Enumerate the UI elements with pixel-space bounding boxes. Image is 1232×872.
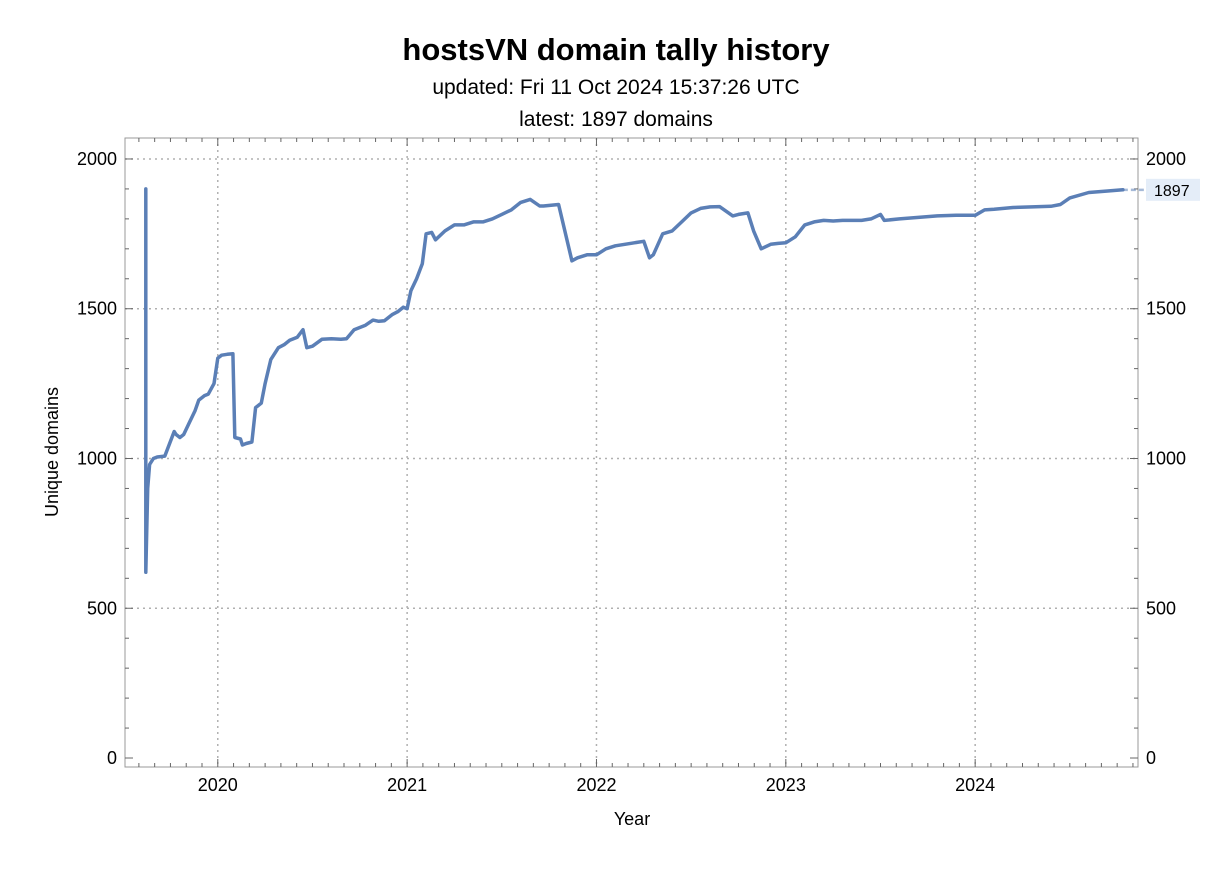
end-label-text: 1897 <box>1154 183 1190 200</box>
x-tick-label-2021: 2021 <box>387 775 427 795</box>
x-tick-label-2024: 2024 <box>955 775 995 795</box>
chart-title: hostsVN domain tally history <box>402 32 830 67</box>
series-line-0 <box>144 187 1125 575</box>
tick-layer: 0 0 500 500 1000 1000 1500 1500 2000 2000 2020 2021… <box>77 138 1186 795</box>
y-tick-label-left-1500: 1500 <box>77 299 117 319</box>
x-tick-label-2020: 2020 <box>198 775 238 795</box>
y-tick-label-left-0: 0 <box>107 748 117 768</box>
grid-layer <box>125 138 1138 767</box>
plot-frame <box>124 137 1139 768</box>
x-axis-label: Year <box>614 809 650 829</box>
y-tick-label-right-1000: 1000 <box>1146 448 1186 468</box>
x-tick-label-2022: 2022 <box>576 775 616 795</box>
end-label-box <box>1146 178 1200 201</box>
chart-subtitle-updated: updated: Fri 11 Oct 2024 15:37:26 UTC <box>432 76 800 99</box>
chart-subtitle-latest: latest: 1897 domains <box>519 108 713 131</box>
series-layer <box>144 187 1125 575</box>
y-axis-label: Unique domains <box>42 387 62 517</box>
x-tick-label-2023: 2023 <box>766 775 806 795</box>
frame-layer <box>124 137 1139 768</box>
y-tick-label-right-500: 500 <box>1146 598 1176 618</box>
end-label-layer: 1897 <box>1122 178 1200 201</box>
y-tick-label-right-2000: 2000 <box>1146 149 1186 169</box>
y-tick-label-left-1000: 1000 <box>77 448 117 468</box>
y-tick-label-left-2000: 2000 <box>77 149 117 169</box>
y-tick-label-right-1500: 1500 <box>1146 299 1186 319</box>
y-tick-label-left-500: 500 <box>87 598 117 618</box>
y-tick-label-right-0: 0 <box>1146 748 1156 768</box>
